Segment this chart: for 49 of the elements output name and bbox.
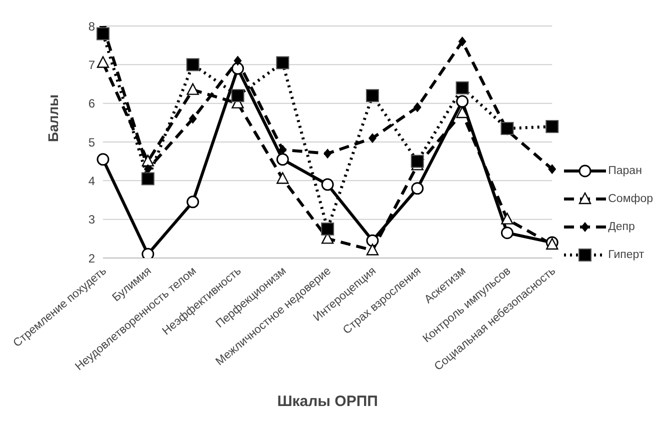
legend-label: Депр bbox=[608, 221, 635, 233]
point bbox=[456, 106, 468, 118]
point bbox=[186, 196, 200, 208]
point bbox=[500, 122, 514, 135]
point bbox=[142, 248, 154, 258]
y-tick-label: 6 bbox=[88, 96, 96, 111]
point bbox=[234, 56, 242, 66]
point bbox=[366, 234, 379, 247]
legend-label: Гиперт bbox=[608, 249, 644, 261]
y-axis-title: Баллы bbox=[44, 94, 61, 142]
point bbox=[186, 58, 200, 72]
point bbox=[456, 95, 469, 108]
legend-label: Паран bbox=[608, 165, 642, 177]
point bbox=[96, 153, 110, 166]
point bbox=[456, 81, 469, 94]
y-tick-label: 7 bbox=[88, 58, 96, 72]
point bbox=[96, 56, 110, 68]
y-tick-label: 2 bbox=[88, 251, 96, 266]
point bbox=[368, 133, 376, 144]
point bbox=[142, 154, 154, 166]
point bbox=[500, 226, 514, 240]
y-tick-label: 5 bbox=[88, 135, 96, 150]
point bbox=[366, 244, 379, 256]
point bbox=[501, 212, 514, 224]
point bbox=[413, 102, 422, 112]
y-tick-label: 8 bbox=[88, 19, 96, 34]
point bbox=[548, 164, 556, 174]
point bbox=[321, 178, 334, 191]
point bbox=[321, 222, 334, 236]
point bbox=[231, 89, 244, 102]
point bbox=[186, 83, 199, 95]
point bbox=[276, 172, 289, 184]
point bbox=[96, 27, 110, 40]
point bbox=[141, 172, 154, 186]
point bbox=[411, 182, 424, 195]
y-tick-label: 4 bbox=[88, 174, 96, 188]
legend-label: Сомфор bbox=[608, 193, 653, 205]
point bbox=[410, 154, 424, 168]
point bbox=[324, 148, 332, 159]
point bbox=[188, 114, 197, 124]
point bbox=[458, 36, 466, 46]
x-axis-title: Шкалы ОРПП bbox=[277, 393, 378, 410]
point bbox=[231, 62, 244, 75]
point bbox=[276, 153, 289, 166]
point bbox=[546, 120, 559, 134]
point bbox=[278, 144, 287, 155]
point bbox=[366, 89, 379, 102]
y-tick-label: 3 bbox=[88, 212, 96, 227]
point bbox=[276, 56, 290, 70]
